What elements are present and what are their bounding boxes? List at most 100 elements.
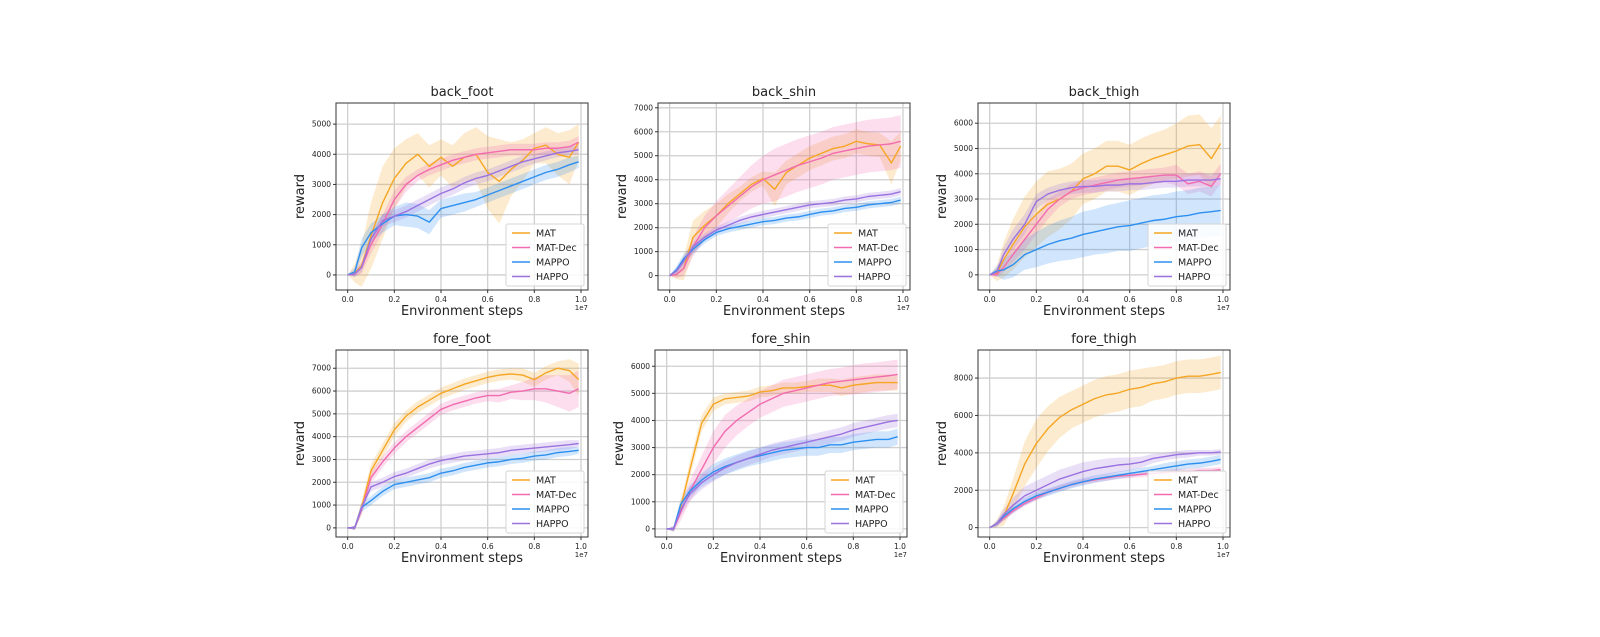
- x-tick-label: 0.2: [388, 295, 400, 304]
- axes-frame: [654, 349, 908, 538]
- x-tick-label: 0.4: [435, 295, 447, 304]
- x-tick-label: 0.4: [1077, 295, 1089, 304]
- x-axis-label: Environment steps: [401, 551, 523, 566]
- y-tick-label: 2000: [312, 210, 331, 219]
- subplot-title: fore_thigh: [1071, 332, 1137, 347]
- subplot-back-shin: 0.0 0.2 0.4 0.6 0.8 1.0 0 1000 2000 3000 4000 5000 6…: [615, 85, 911, 319]
- x-tick-label: 1.0: [575, 295, 587, 304]
- band-mat-dec: [989, 163, 1221, 278]
- legend-label: MAT-Dec: [1178, 243, 1219, 254]
- x-axis-label: Environment steps: [723, 304, 845, 319]
- band-happo: [669, 188, 901, 276]
- y-tick-label: 1000: [631, 497, 650, 506]
- legend: MAT MAT-Dec MAPPO HAPPO: [1147, 223, 1227, 287]
- x-tick-label: 0.6: [804, 295, 816, 304]
- x-axis-label: Environment steps: [1043, 551, 1165, 566]
- y-tick-label: 6000: [954, 411, 973, 420]
- subplot-title: back_thigh: [1069, 85, 1140, 100]
- legend-label: MAT: [1178, 229, 1198, 240]
- x-tick-label: 0.8: [850, 295, 862, 304]
- y-axis-label: reward: [293, 421, 308, 466]
- subplot-fore-foot: 0.0 0.2 0.4 0.6 0.8 1.0 0 1000 2000 3000 4000 5000 6…: [293, 332, 589, 566]
- legend-label: MAT-Dec: [855, 490, 896, 501]
- band-mat: [989, 355, 1221, 528]
- legend-label: HAPPO: [858, 272, 891, 283]
- legend-box: [1147, 223, 1227, 287]
- y-axis-label: reward: [935, 421, 950, 466]
- x-tick-label: 0.8: [528, 295, 540, 304]
- y-tick-label: 6000: [312, 387, 331, 396]
- x-offset-label: 1e7: [575, 304, 588, 312]
- y-tick-label: 3000: [631, 443, 650, 452]
- legend-label: MAPPO: [1178, 505, 1212, 516]
- y-tick-label: 6000: [634, 127, 653, 136]
- x-offset-label: 1e7: [1217, 551, 1230, 559]
- y-tick-label: 0: [648, 271, 653, 280]
- line-mat-dec: [989, 173, 1222, 276]
- legend-label: MAT: [858, 229, 878, 240]
- legend-label: HAPPO: [1178, 519, 1211, 530]
- subplot-back-foot: 0.0 0.2 0.4 0.6 0.8 1.0 0 1000 2000 3000 4000 5000 1…: [293, 85, 589, 319]
- y-tick-label: 0: [326, 523, 331, 532]
- series-group: [347, 359, 580, 531]
- legend-box: [827, 223, 907, 287]
- y-tick-label: 4000: [634, 175, 653, 184]
- x-tick-label: 0.6: [1124, 542, 1136, 551]
- line-mat-dec: [347, 388, 579, 529]
- y-tick-label: 6000: [631, 362, 650, 371]
- subplot-title: fore_foot: [433, 332, 491, 347]
- y-tick-label: 8000: [954, 374, 973, 383]
- x-tick-label: 0.4: [1077, 542, 1089, 551]
- line-mat: [989, 143, 1222, 276]
- band-mat-dec: [669, 114, 901, 279]
- legend-label: HAPPO: [536, 272, 569, 283]
- line-mat: [666, 381, 898, 530]
- line-happo: [989, 178, 1221, 276]
- x-tick-label: 0.4: [754, 542, 766, 551]
- x-axis-label: Environment steps: [720, 551, 842, 566]
- line-mat-dec: [669, 140, 901, 277]
- x-tick-label: 0.2: [1030, 542, 1042, 551]
- x-tick-label: 0.8: [847, 542, 859, 551]
- y-tick-label: 4000: [954, 448, 973, 457]
- series-group: [666, 359, 898, 532]
- subplot-title: back_foot: [431, 85, 494, 100]
- x-tick-label: 0.6: [801, 542, 813, 551]
- x-axis-label: Environment steps: [1043, 304, 1165, 319]
- y-tick-label: 6000: [954, 119, 973, 128]
- y-axis-label: reward: [293, 174, 308, 219]
- x-tick-label: 0.0: [342, 542, 354, 551]
- band-mat-dec: [347, 136, 579, 278]
- y-tick-label: 1000: [312, 501, 331, 510]
- y-tick-label: 1000: [312, 240, 331, 249]
- y-tick-label: 2000: [631, 470, 650, 479]
- subplot-fore-thigh: 0.0 0.2 0.4 0.6 0.8 1.0 0 2000 4000 6000 8000 1e7 fo…: [935, 332, 1231, 566]
- y-tick-label: 4000: [312, 432, 331, 441]
- band-mat-dec: [347, 370, 579, 531]
- y-axis-label: reward: [935, 174, 950, 219]
- band-happo: [989, 449, 1221, 528]
- y-tick-label: 0: [645, 524, 650, 533]
- legend-label: MAT-Dec: [1178, 490, 1219, 501]
- legend-label: MAPPO: [1178, 258, 1212, 269]
- y-tick-label: 5000: [312, 409, 331, 418]
- band-mappo: [347, 446, 579, 531]
- x-tick-label: 0.2: [707, 542, 719, 551]
- line-mat-dec: [347, 141, 579, 276]
- x-offset-label: 1e7: [897, 304, 910, 312]
- x-tick-label: 0.0: [342, 295, 354, 304]
- band-mappo: [989, 185, 1221, 280]
- legend-label: MAPPO: [855, 505, 889, 516]
- line-mappo: [666, 436, 898, 530]
- line-mappo: [347, 449, 579, 529]
- legend-label: MAT-Dec: [536, 243, 577, 254]
- y-tick-label: 0: [968, 270, 973, 279]
- x-tick-label: 0.0: [664, 295, 676, 304]
- legend-label: HAPPO: [855, 519, 888, 530]
- legend-box: [1147, 470, 1227, 534]
- band-happo: [347, 440, 579, 531]
- x-tick-label: 1.0: [897, 295, 909, 304]
- line-mappo: [989, 209, 1221, 276]
- band-happo: [989, 172, 1221, 277]
- axes-frame: [335, 349, 589, 538]
